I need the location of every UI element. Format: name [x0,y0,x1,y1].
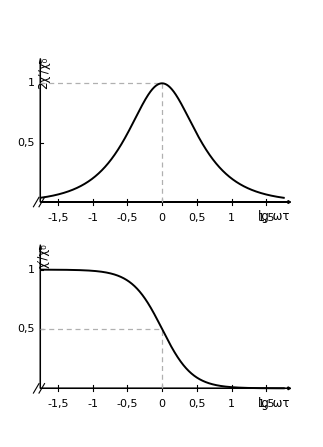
Text: 0,5: 0,5 [188,213,205,223]
Text: 0,5: 0,5 [17,324,35,334]
Text: -1: -1 [87,213,98,223]
FancyArrow shape [40,387,291,390]
Text: -0,5: -0,5 [117,399,138,409]
Text: lg ωτ: lg ωτ [258,396,289,409]
Text: 0: 0 [159,213,166,223]
FancyArrow shape [39,59,41,202]
Text: lg ωτ: lg ωτ [258,211,289,224]
Text: 1: 1 [28,265,35,274]
Text: -1: -1 [87,399,98,409]
Text: 0,5: 0,5 [188,399,205,409]
Text: 0: 0 [159,399,166,409]
Text: 0,5: 0,5 [17,138,35,148]
FancyArrow shape [39,245,41,388]
Text: 1: 1 [228,213,235,223]
Text: -1,5: -1,5 [47,399,68,409]
Text: 1: 1 [28,78,35,89]
Text: 1,5: 1,5 [258,399,275,409]
Text: χ′/χ₀: χ′/χ₀ [37,243,50,268]
Text: -0,5: -0,5 [117,213,138,223]
Text: -1,5: -1,5 [47,213,68,223]
FancyArrow shape [40,201,291,203]
Text: 1: 1 [228,399,235,409]
Text: 2χ′/χ₀: 2χ′/χ₀ [37,57,50,89]
Text: 1,5: 1,5 [258,213,275,223]
